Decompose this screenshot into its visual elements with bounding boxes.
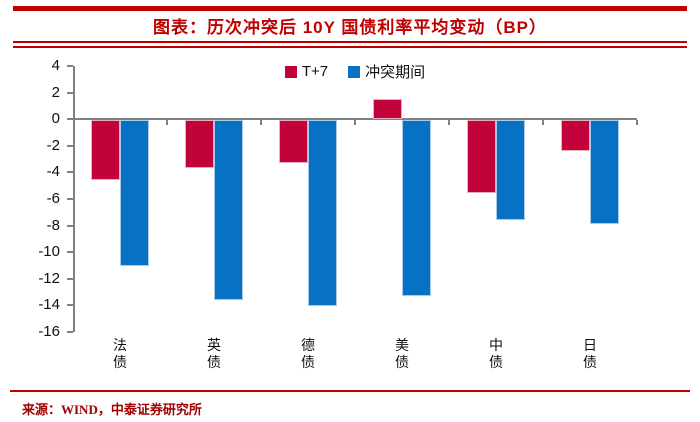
y-tick-label: -4 (46, 163, 60, 181)
zero-baseline (73, 118, 637, 121)
y-tick-mark (67, 198, 73, 200)
bar-冲突期间-日债 (590, 120, 619, 224)
y-tick-mark (67, 118, 73, 121)
bar-T+7-美债 (373, 99, 402, 120)
x-tick-mark (354, 120, 356, 126)
y-tick-mark (67, 304, 73, 307)
x-tick-mark (448, 120, 450, 126)
y-tick-label: -2 (46, 136, 60, 154)
chart-title: 图表：历次冲突后 10Y 国债利率平均变动（BP） (152, 18, 547, 37)
y-tick-mark (67, 331, 73, 333)
y-tick-mark (67, 65, 73, 67)
title-divider (13, 41, 687, 48)
x-category-label: 法 债 (113, 339, 127, 371)
footer-divider (10, 390, 690, 392)
y-tick-mark (67, 171, 73, 174)
y-tick-label: -8 (46, 216, 60, 234)
top-divider (13, 6, 687, 11)
y-tick-mark (67, 91, 73, 94)
x-tick-mark (542, 120, 544, 126)
y-axis-line (73, 66, 75, 332)
bar-冲突期间-德债 (308, 120, 337, 307)
bar-冲突期间-中债 (496, 120, 525, 220)
bar-T+7-英债 (185, 120, 214, 169)
legend-label: T+7 (301, 63, 329, 80)
x-category-label: 中 债 (489, 339, 503, 371)
y-tick-label: -6 (46, 190, 60, 207)
y-tick-mark (67, 251, 73, 254)
bar-冲突期间-美债 (402, 120, 431, 296)
y-tick-label: -14 (38, 296, 60, 314)
x-tick-mark (636, 120, 638, 126)
y-tick-mark (67, 224, 73, 227)
legend-item-T+7: T+7 (284, 63, 329, 80)
y-tick-label: 4 (51, 57, 60, 74)
bar-T+7-法债 (91, 120, 120, 181)
legend-swatch-icon (284, 65, 297, 78)
x-tick-mark (260, 120, 262, 126)
bar-冲突期间-英债 (214, 120, 243, 300)
x-category-label: 美 债 (395, 339, 409, 371)
source-note: 来源：WIND，中泰证券研究所 (22, 402, 202, 417)
legend-label: 冲突期间 (365, 64, 426, 81)
bar-T+7-德债 (279, 120, 308, 163)
legend-item-冲突期间: 冲突期间 (348, 61, 425, 82)
y-tick-label: -12 (38, 269, 60, 287)
bar-T+7-中债 (467, 120, 496, 194)
y-tick-mark (67, 277, 73, 280)
chart-legend: T+7 冲突期间 (73, 61, 637, 82)
x-category-label: 德 债 (301, 339, 315, 371)
y-tick-label: 0 (51, 110, 60, 128)
bar-T+7-日债 (561, 120, 590, 151)
bar-chart: T+7 冲突期间 4 2 0 -2 -4 -6 -8 -10 -12 -14 -16 法 债 英 债 德 债… (38, 57, 638, 371)
x-tick-mark (166, 120, 168, 126)
legend-swatch-icon (348, 65, 361, 78)
bar-冲突期间-法债 (120, 120, 149, 267)
x-category-label: 英 债 (207, 339, 221, 371)
y-tick-label: -10 (38, 243, 60, 261)
y-tick-mark (67, 144, 73, 147)
y-tick-label: -16 (38, 323, 60, 340)
y-tick-label: 2 (51, 83, 60, 101)
x-category-label: 日 债 (583, 339, 597, 371)
